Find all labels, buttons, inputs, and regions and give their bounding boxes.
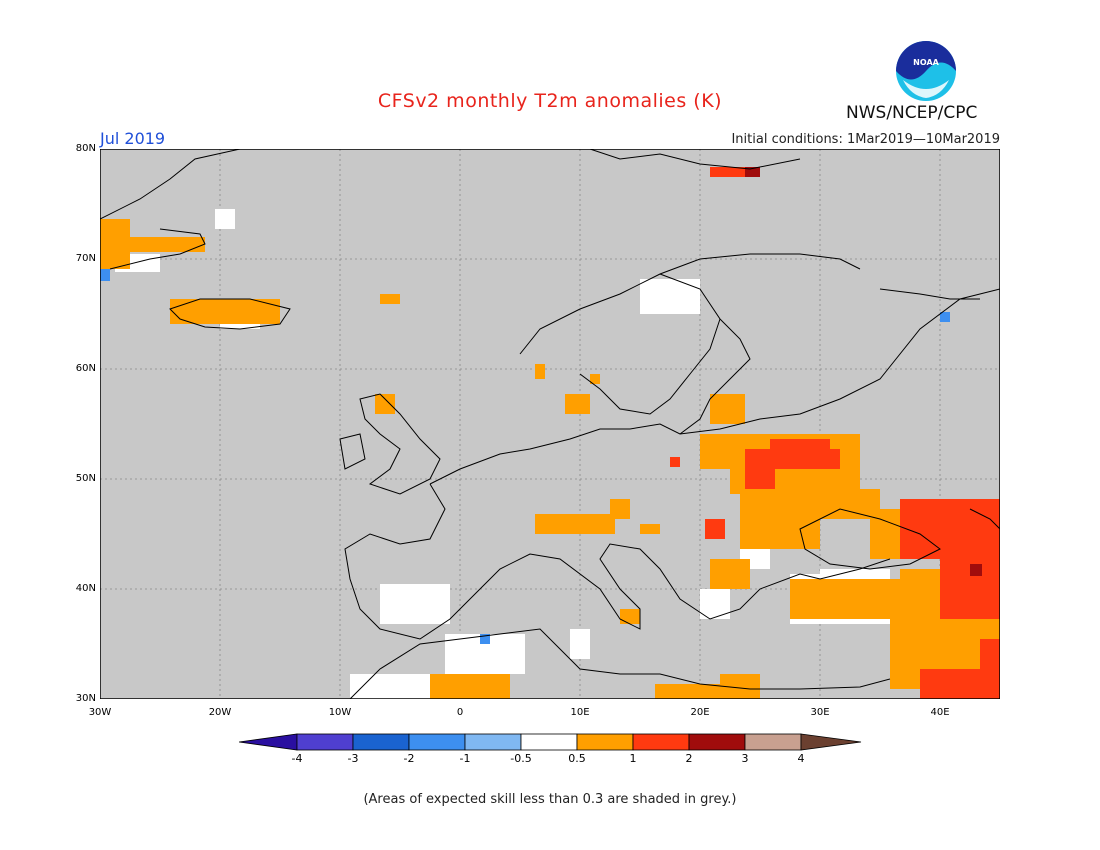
lon-label: 20E [690, 707, 710, 718]
colorbar-segment [520, 733, 578, 751]
agency-label: NWS/NCEP/CPC [846, 103, 978, 123]
lat-label: 40N [75, 583, 96, 594]
colorbar [239, 733, 862, 751]
colorbar-label: 2 [685, 752, 693, 765]
lat-label: 70N [75, 253, 96, 264]
colorbar-label: 3 [741, 752, 749, 765]
colorbar-label: -0.5 [510, 752, 532, 765]
lon-label: 30W [88, 707, 112, 718]
colorbar-label: -4 [291, 752, 303, 765]
initial-conditions: Initial conditions: 1Mar2019—10Mar2019 [731, 132, 1000, 147]
footnote: (Areas of expected skill less than 0.3 a… [363, 792, 737, 807]
colorbar-segment [688, 733, 746, 751]
colorbar-label: 4 [797, 752, 805, 765]
anomaly-negative [100, 269, 950, 644]
colorbar-segment [239, 733, 298, 751]
colorbar-label: -2 [403, 752, 415, 765]
colorbar-label: -1 [459, 752, 471, 765]
lon-label: 30E [810, 707, 830, 718]
anomaly-2-to-3 [745, 167, 982, 576]
lon-label: 10W [328, 707, 352, 718]
colorbar-segment [296, 733, 354, 751]
forecast-period: Jul 2019 [100, 129, 166, 148]
lon-label: 40E [930, 707, 950, 718]
svg-text:NOAA: NOAA [913, 58, 939, 67]
colorbar-segment [464, 733, 522, 751]
colorbar-segment [800, 733, 862, 751]
lat-label: 30N [75, 693, 96, 704]
lon-label: 20W [208, 707, 232, 718]
noaa-logo-icon: NOAA [896, 41, 956, 101]
colorbar-segment [408, 733, 466, 751]
map-title: CFSv2 monthly T2m anomalies (K) [377, 90, 723, 112]
lon-label: 10E [570, 707, 590, 718]
colorbar-segment [352, 733, 410, 751]
colorbar-segment [744, 733, 802, 751]
coastlines [100, 149, 1000, 699]
colorbar-segment [632, 733, 690, 751]
anomaly-map [100, 149, 1000, 699]
colorbar-label: 1 [629, 752, 637, 765]
lat-label: 50N [75, 473, 96, 484]
colorbar-label: 0.5 [568, 752, 586, 765]
lat-label: 60N [75, 363, 96, 374]
colorbar-segment [576, 733, 634, 751]
lon-label: 0 [456, 707, 464, 718]
lat-label: 80N [75, 143, 96, 154]
colorbar-label: -3 [347, 752, 359, 765]
anomaly-1-to-2 [670, 167, 1000, 699]
